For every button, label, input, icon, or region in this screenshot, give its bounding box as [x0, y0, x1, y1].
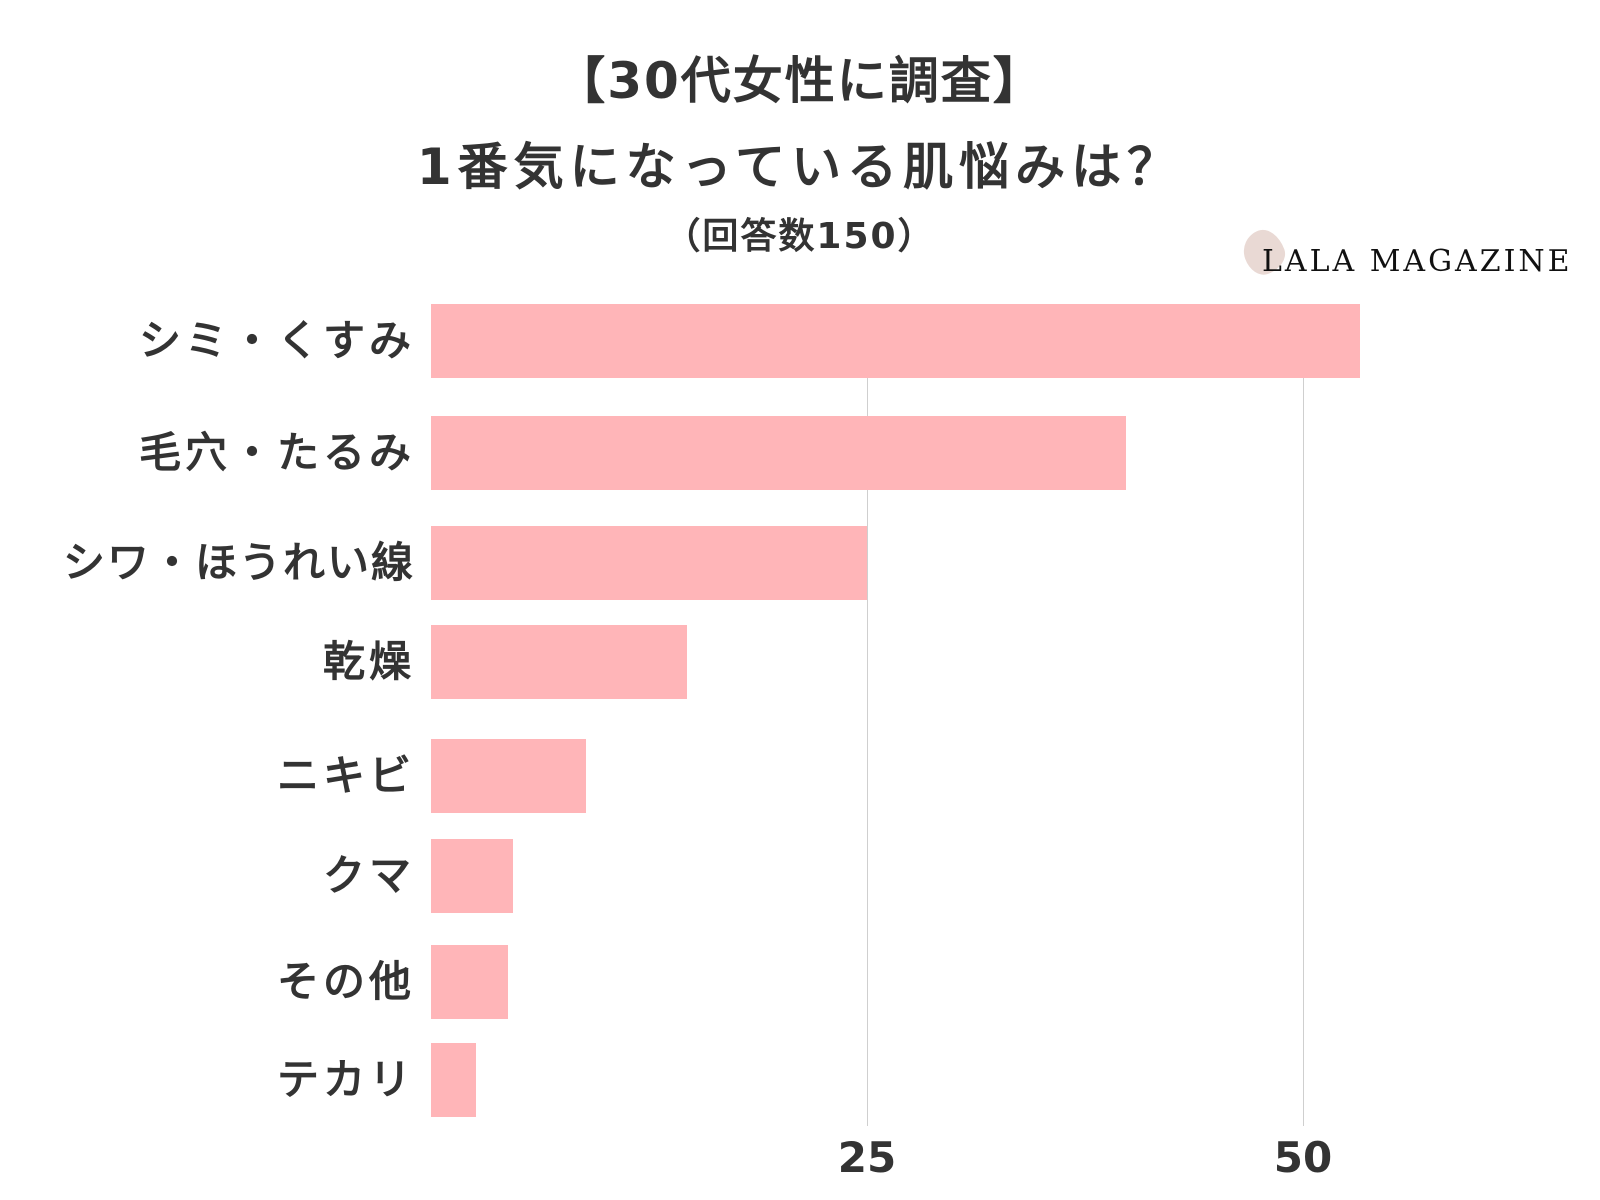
- bar-sonota: [431, 945, 508, 1019]
- x-tick-50: 50: [1273, 1133, 1333, 1182]
- bar-keana-tarumi: [431, 416, 1126, 490]
- chart-subtitle: （回答数150）: [664, 216, 936, 257]
- lala-magazine-logo: LALA MAGAZINE: [1237, 224, 1585, 288]
- x-tick-25: 25: [837, 1133, 897, 1182]
- bar-kuma: [431, 839, 513, 913]
- chart-title-line1: 【30代女性に調査】: [555, 52, 1045, 110]
- bar-label: ニキビ: [276, 751, 415, 800]
- gridline-25: [867, 376, 868, 1126]
- bar-label: 毛穴・たるみ: [138, 428, 415, 477]
- bar-kansou: [431, 625, 687, 699]
- gridline-50: [1303, 376, 1304, 1126]
- bar-nikibi: [431, 739, 586, 813]
- bar-shiwa-horeisen: [431, 526, 867, 600]
- logo-text: LALA MAGAZINE: [1262, 244, 1573, 279]
- bar-label: シワ・ほうれい線: [62, 538, 415, 587]
- bar-label: クマ: [322, 851, 415, 900]
- bar-shimi-kusumi: [431, 304, 1360, 378]
- bar-tekari: [431, 1043, 476, 1117]
- chart-title-line2: 1番気になっている肌悩みは？: [416, 138, 1184, 196]
- bar-label: シミ・くすみ: [138, 316, 415, 365]
- bar-label: その他: [276, 957, 415, 1006]
- bar-label: テカリ: [276, 1055, 415, 1104]
- bar-label: 乾燥: [322, 637, 415, 686]
